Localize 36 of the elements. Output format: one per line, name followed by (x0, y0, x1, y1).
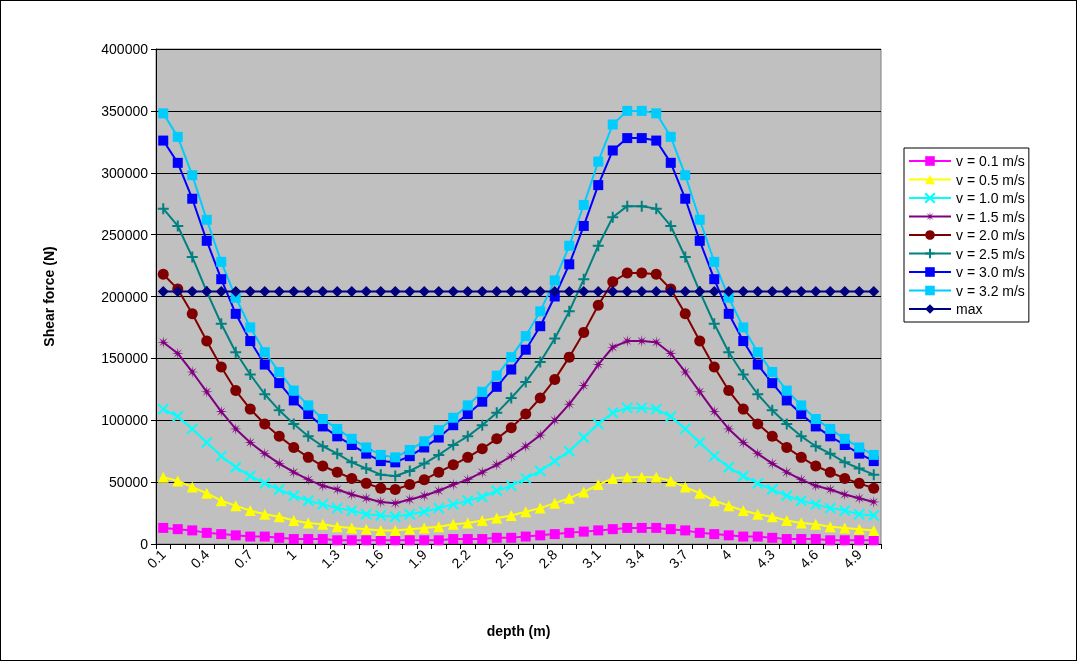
x-axis-title: depth (m) (486, 623, 551, 639)
legend-label: v = 2.5 m/s (956, 245, 1025, 262)
y-tick-label: 350000 (101, 102, 149, 119)
x-tick-label: 3.7 (665, 546, 692, 572)
x-tick-label: 3.1 (578, 546, 605, 572)
y-tick-label: 250000 (101, 226, 149, 243)
x-tick-label: 1.9 (404, 546, 431, 572)
x-tick-label: 1.3 (317, 546, 344, 572)
x-tick-label: 1.6 (361, 546, 387, 572)
legend-label: v = 0.5 m/s (956, 171, 1025, 188)
legend-label: v = 1.0 m/s (956, 190, 1025, 206)
y-tick-label: 200000 (101, 288, 149, 305)
x-tick-label: 0.7 (230, 546, 257, 572)
x-tick-label: 4.3 (752, 546, 779, 572)
y-tick-label: 400000 (101, 41, 149, 57)
x-tick-label: 0.4 (187, 546, 213, 572)
y-tick-label: 0 (140, 536, 149, 552)
y-tick-label: 100000 (101, 412, 149, 429)
x-tick-label: 4 (717, 546, 735, 564)
legend-label: v = 1.5 m/s (956, 208, 1025, 225)
x-tick-label: 4.6 (796, 546, 822, 572)
x-tick-label: 2.8 (535, 546, 561, 572)
x-tick-label: 3.4 (622, 546, 648, 572)
x-tick-label: 4.9 (839, 546, 866, 572)
y-axis-title: Shear force (N) (41, 246, 57, 347)
legend-label: v = 0.1 m/s (956, 153, 1025, 169)
legend-label: v = 3.2 m/s (956, 282, 1025, 299)
y-tick-label: 300000 (101, 164, 149, 181)
legend-label: v = 3.0 m/s (956, 264, 1025, 280)
x-tick-label: 2.5 (491, 546, 518, 572)
legend-label: max (956, 301, 983, 317)
legend-label: v = 2.0 m/s (956, 227, 1025, 243)
x-tick-label: 1 (282, 546, 300, 564)
x-tick-label: 2.2 (448, 546, 474, 572)
y-tick-label: 50000 (109, 474, 149, 491)
y-tick-label: 150000 (101, 350, 149, 367)
